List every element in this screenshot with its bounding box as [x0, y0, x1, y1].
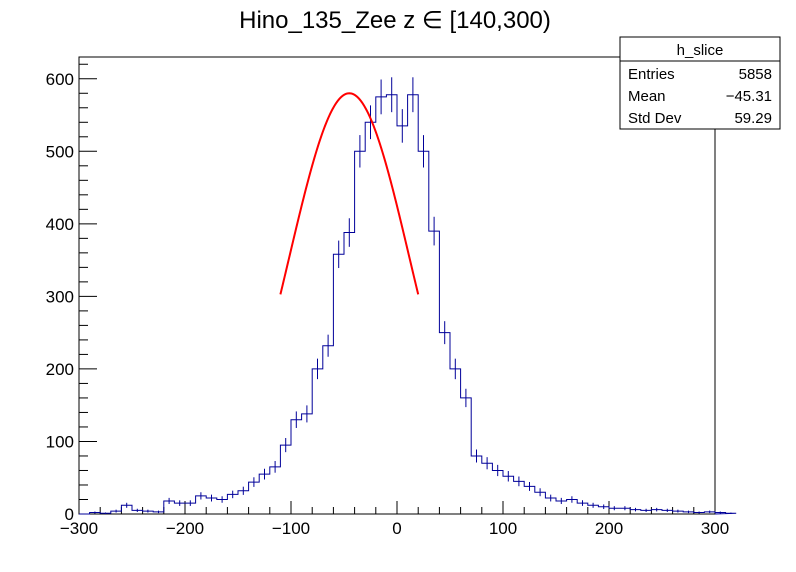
- chart-title: Hino_135_Zee z ∈ [140,300): [239, 7, 551, 34]
- stats-box-frame: [619, 36, 781, 130]
- x-tick-label: 0: [392, 519, 401, 538]
- stats-stddev-label: Std Dev: [628, 110, 682, 127]
- x-tick-labels: −300 −200 −100 0 100 200 300: [60, 519, 729, 538]
- axis-ticks: [78, 63, 716, 515]
- x-tick-label: −300: [60, 519, 98, 538]
- stats-mean-value: −45.31: [726, 88, 772, 105]
- error-bars: [94, 77, 732, 514]
- x-tick-label: 100: [489, 519, 517, 538]
- y-tick-labels: 0 100 200 300 400 500 600: [46, 70, 74, 524]
- y-tick-label: 300: [46, 287, 74, 306]
- y-tick-label: 400: [46, 215, 74, 234]
- stats-entries-label: Entries: [628, 66, 675, 83]
- stats-entries-value: 5858: [739, 66, 772, 83]
- stats-stddev-value: 59.29: [734, 110, 772, 127]
- stats-mean-label: Mean: [628, 88, 666, 105]
- x-tick-label: 300: [701, 519, 729, 538]
- y-tick-label: 600: [46, 70, 74, 89]
- gaussian-fit-curve: [279, 92, 420, 295]
- y-tick-label: 200: [46, 360, 74, 379]
- histogram-outline: [79, 94, 737, 515]
- stats-box-title: h_slice: [677, 42, 724, 59]
- y-tick-label: 100: [46, 432, 74, 451]
- stats-box: h_slice Entries 5858 Mean −45.31 Std Dev…: [619, 36, 781, 130]
- x-tick-label: −200: [166, 519, 204, 538]
- y-tick-label: 0: [65, 505, 74, 524]
- y-tick-label: 500: [46, 142, 74, 161]
- x-tick-label: 200: [595, 519, 623, 538]
- x-tick-label: −100: [272, 519, 310, 538]
